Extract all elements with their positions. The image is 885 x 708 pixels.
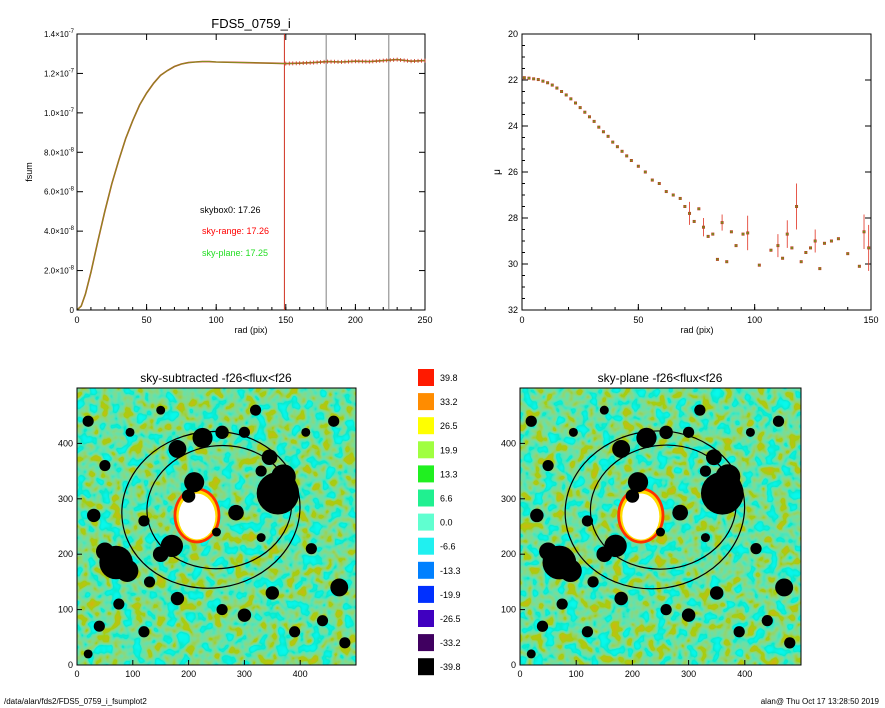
- fsum-x-tick-label: 200: [348, 315, 363, 325]
- fsum-y-tick-label: 4.0×10-8: [44, 226, 75, 236]
- fsum-y-tick-label: 2.0×10-8: [44, 266, 75, 276]
- footer-filepath: /data/alan/fds2/FDS5_0759_i_fsumplot2: [4, 697, 147, 706]
- annotation-sky-plane: sky-plane: 17.25: [202, 248, 268, 258]
- fsum-sky-plane-line: [76, 59, 426, 311]
- fsum-x-tick-label: 100: [209, 315, 224, 325]
- annotation-sky-range: sky-range: 17.26: [202, 226, 269, 236]
- fsum-chart-title: FDS5_0759_i: [211, 16, 291, 31]
- fsum-sky-range-line: [76, 58, 426, 311]
- footer-user-timestamp: alan@ Thu Oct 17 13:28:50 2019: [760, 697, 879, 706]
- fsum-x-axis-label: rad (pix): [234, 325, 267, 335]
- fsum-y-tick-label: 0: [70, 306, 75, 315]
- fsum-x-tick-label: 250: [417, 315, 432, 325]
- fsum-y-tick-label: 1.4×10-7: [44, 29, 75, 39]
- annotation-skybox0: skybox0: 17.26: [200, 205, 261, 215]
- fsum-x-tick-label: 0: [74, 315, 79, 325]
- fsum-plot-frame: [76, 33, 426, 311]
- fsum-x-tick-label: 150: [278, 315, 293, 325]
- fsum-x-tick-label: 50: [142, 315, 152, 325]
- fsum-y-tick-label: 8.0×10-8: [44, 147, 75, 157]
- fsum-y-tick-label: 1.0×10-7: [44, 108, 75, 118]
- fsum-y-tick-label: 1.2×10-7: [44, 68, 75, 78]
- fsum-y-tick-label: 6.0×10-8: [44, 187, 75, 197]
- fsum-y-axis-label: fsum: [24, 162, 34, 182]
